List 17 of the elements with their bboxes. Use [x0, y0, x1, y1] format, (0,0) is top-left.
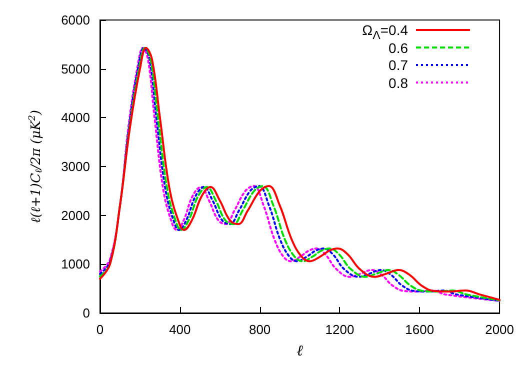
y-tick-label: 6000	[61, 12, 90, 28]
y-tick-label: 3000	[61, 159, 90, 174]
x-tick-label: 400	[169, 322, 191, 337]
y-tick-label: 2000	[61, 208, 90, 223]
legend-label: 0.8	[388, 74, 408, 92]
legend-label: 0.7	[388, 56, 408, 74]
x-tick-label: 0	[96, 322, 104, 337]
x-tick-label: 2000	[485, 322, 514, 337]
y-tick-label: 0	[82, 306, 90, 320]
y-tick-label: 5000	[61, 61, 90, 76]
x-tick-label: 1600	[405, 322, 434, 337]
y-tick-label: 4000	[61, 110, 90, 126]
x-axis-title: ℓ	[296, 342, 304, 360]
x-tick-label: 1200	[325, 322, 354, 337]
x-tick-label: 800	[248, 322, 271, 337]
y-axis-title: ℓ(ℓ+1)Cℓ/2π (μK2)	[28, 110, 44, 224]
y-tick-label: 1000	[61, 256, 90, 272]
